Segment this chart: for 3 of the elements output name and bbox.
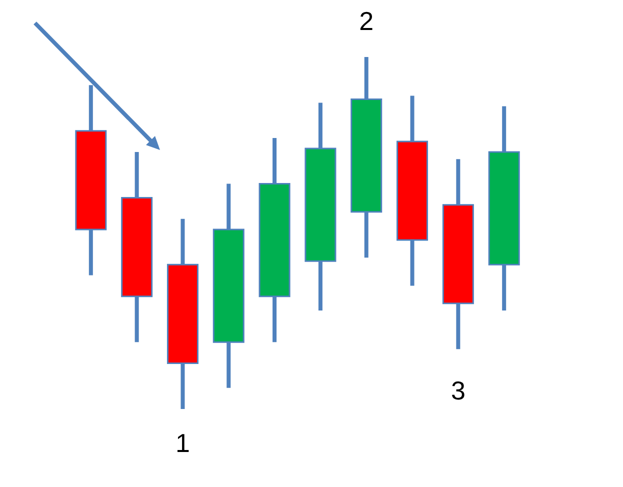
annotation: 3 [450,375,466,406]
text: 2 [359,6,374,36]
text: 1 [175,428,190,458]
